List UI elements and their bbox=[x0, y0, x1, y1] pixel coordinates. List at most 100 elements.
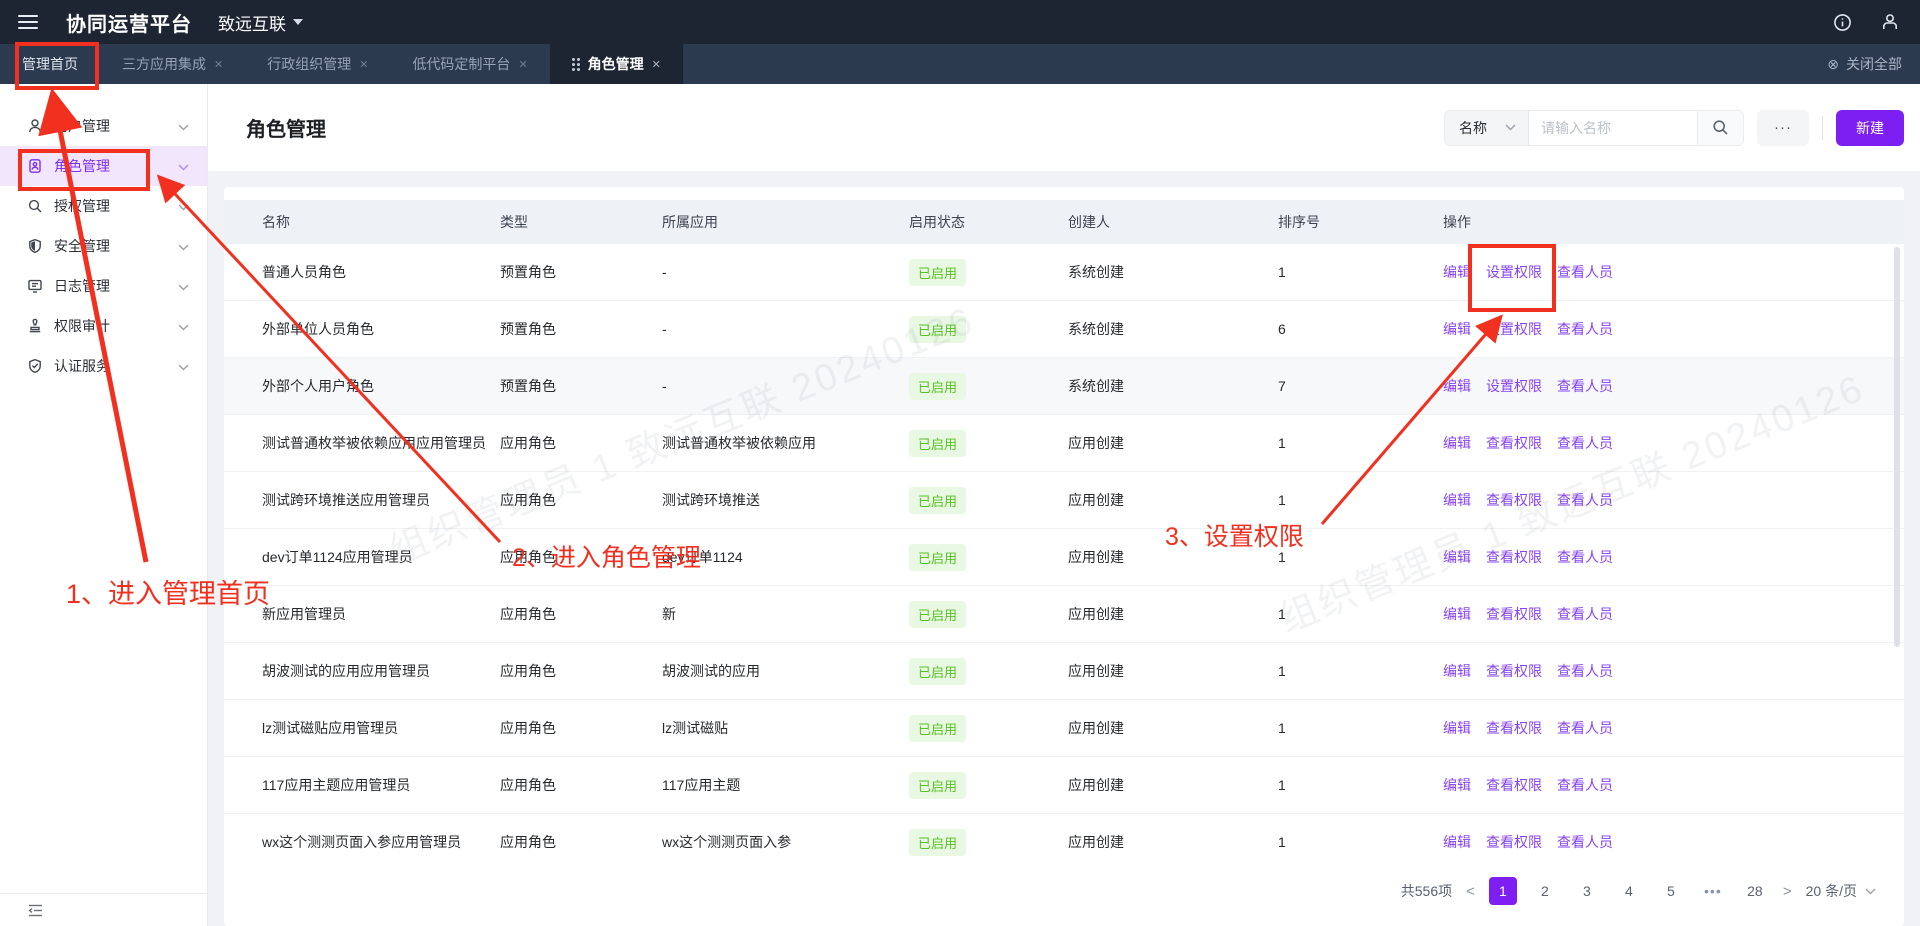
cell-name: 新应用管理员 bbox=[262, 606, 346, 622]
page-button-2[interactable]: 2 bbox=[1540, 883, 1549, 899]
close-tab-icon[interactable]: ✕ bbox=[359, 58, 369, 71]
page-button-4[interactable]: 4 bbox=[1624, 883, 1633, 899]
close-tab-icon[interactable]: ✕ bbox=[651, 58, 661, 71]
action-link-编辑[interactable]: 编辑 bbox=[1443, 606, 1471, 622]
cell-actions: 编辑 查看权限 查看人员 bbox=[1443, 433, 1904, 453]
sidebar-item-日志管理[interactable]: 日志管理 bbox=[0, 266, 207, 306]
page-button-5[interactable]: 5 bbox=[1666, 883, 1675, 899]
top-bar: 协同运营平台 致远互联 bbox=[0, 0, 1920, 44]
action-link-编辑[interactable]: 编辑 bbox=[1443, 435, 1471, 451]
status-badge: 已启用 bbox=[909, 315, 967, 343]
sidebar-item-角色管理[interactable]: 角色管理 bbox=[0, 146, 207, 186]
info-icon[interactable] bbox=[1833, 13, 1852, 32]
main-content: 角色管理 名称 请输入名称 ··· bbox=[208, 84, 1920, 926]
cell-app: 胡波测试的应用 bbox=[662, 663, 760, 679]
tab-行政组织管理[interactable]: 行政组织管理 ✕ bbox=[245, 44, 390, 84]
sidebar-item-权限审计[interactable]: 权限审计 bbox=[0, 306, 207, 346]
column-header-类型: 类型 bbox=[500, 214, 528, 230]
column-header-名称: 名称 bbox=[262, 214, 290, 230]
action-link-编辑[interactable]: 编辑 bbox=[1443, 720, 1471, 736]
action-link-查看权限[interactable]: 查看权限 bbox=[1486, 834, 1542, 850]
chevron-down-icon bbox=[178, 358, 189, 374]
close-tab-icon[interactable]: ✕ bbox=[518, 58, 528, 71]
action-link-查看权限[interactable]: 查看权限 bbox=[1486, 777, 1542, 793]
status-badge: 已启用 bbox=[909, 258, 967, 286]
page-button-1[interactable]: 1 bbox=[1488, 877, 1517, 905]
tab-三方应用集成[interactable]: 三方应用集成 ✕ bbox=[100, 44, 245, 84]
page-size-select[interactable]: 20 条/页 bbox=[1806, 881, 1876, 901]
page-button-28[interactable]: 28 bbox=[1747, 883, 1763, 899]
org-switcher[interactable]: 致远互联 bbox=[218, 10, 303, 35]
action-link-查看人员[interactable]: 查看人员 bbox=[1557, 435, 1613, 451]
sidebar-item-认证服务[interactable]: 认证服务 bbox=[0, 346, 207, 386]
close-tab-icon[interactable]: ✕ bbox=[214, 58, 224, 71]
page-ellipsis: ••• bbox=[1704, 883, 1722, 899]
status-badge: 已启用 bbox=[909, 657, 967, 685]
action-link-设置权限[interactable]: 设置权限 bbox=[1486, 264, 1542, 280]
action-link-编辑[interactable]: 编辑 bbox=[1443, 777, 1471, 793]
create-button[interactable]: 新建 bbox=[1836, 109, 1904, 146]
action-link-查看权限[interactable]: 查看权限 bbox=[1486, 435, 1542, 451]
magnifier-icon bbox=[26, 198, 43, 215]
pagination-total: 共556项 bbox=[1400, 883, 1453, 899]
action-link-查看人员[interactable]: 查看人员 bbox=[1557, 777, 1613, 793]
cell-creator: 应用创建 bbox=[1068, 435, 1124, 451]
action-link-查看人员[interactable]: 查看人员 bbox=[1557, 720, 1613, 736]
tab-角色管理[interactable]: 角色管理 ✕ bbox=[549, 44, 683, 84]
cell-status: 已启用 bbox=[909, 657, 1068, 685]
cell-app: wx这个测测页面入参 bbox=[662, 834, 792, 850]
action-link-编辑[interactable]: 编辑 bbox=[1443, 492, 1471, 508]
status-badge: 已启用 bbox=[909, 486, 967, 514]
sidebar-item-label: 认证服务 bbox=[54, 358, 110, 374]
prev-page-button[interactable]: < bbox=[1466, 882, 1475, 900]
search-button[interactable] bbox=[1697, 110, 1743, 145]
table-row: 测试普通枚举被依赖应用应用管理员 应用角色 测试普通枚举被依赖应用 已启用 应用创建 1 编… bbox=[224, 415, 1904, 472]
column-header-排序号: 排序号 bbox=[1278, 214, 1320, 230]
action-link-查看人员[interactable]: 查看人员 bbox=[1557, 321, 1613, 337]
action-link-查看权限[interactable]: 查看权限 bbox=[1486, 492, 1542, 508]
sidebar-item-安全管理[interactable]: 安全管理 bbox=[0, 226, 207, 266]
action-link-设置权限[interactable]: 设置权限 bbox=[1486, 321, 1542, 337]
cell-status: 已启用 bbox=[909, 315, 1068, 343]
action-link-查看人员[interactable]: 查看人员 bbox=[1557, 663, 1613, 679]
action-link-编辑[interactable]: 编辑 bbox=[1443, 549, 1471, 565]
more-actions-button[interactable]: ··· bbox=[1757, 109, 1809, 146]
cell-status: 已启用 bbox=[909, 258, 1068, 286]
action-link-查看人员[interactable]: 查看人员 bbox=[1557, 549, 1613, 565]
sidebar-item-用户管理[interactable]: 用户管理 bbox=[0, 106, 207, 146]
action-link-查看人员[interactable]: 查看人员 bbox=[1557, 264, 1613, 280]
pagination-bar: 共556项 < 1 2 3 4 5 ••• 28 > 20 条/页 bbox=[224, 856, 1904, 926]
table-row: 外部个人用户角色 预置角色 - 已启用 系统创建 7 编辑 设置权限 查看人员 bbox=[224, 358, 1904, 415]
action-link-查看人员[interactable]: 查看人员 bbox=[1557, 492, 1613, 508]
page-button-3[interactable]: 3 bbox=[1582, 883, 1591, 899]
column-header-所属应用: 所属应用 bbox=[662, 214, 718, 230]
cell-actions: 编辑 查看权限 查看人员 bbox=[1443, 547, 1904, 567]
close-all-tabs-button[interactable]: ⊗ 关闭全部 bbox=[1827, 55, 1902, 73]
tab-低代码定制平台[interactable]: 低代码定制平台 ✕ bbox=[390, 44, 549, 84]
action-link-查看权限[interactable]: 查看权限 bbox=[1486, 549, 1542, 565]
search-input[interactable]: 请输入名称 bbox=[1529, 110, 1697, 145]
sidebar-item-授权管理[interactable]: 授权管理 bbox=[0, 186, 207, 226]
action-link-查看人员[interactable]: 查看人员 bbox=[1557, 834, 1613, 850]
next-page-button[interactable]: > bbox=[1782, 882, 1792, 900]
action-link-查看人员[interactable]: 查看人员 bbox=[1557, 606, 1613, 622]
tab-管理首页[interactable]: 管理首页 bbox=[0, 44, 100, 84]
filter-field-select[interactable]: 名称 bbox=[1445, 110, 1529, 145]
action-link-查看人员[interactable]: 查看人员 bbox=[1557, 378, 1613, 394]
cell-name: wx这个测测页面入参应用管理员 bbox=[262, 834, 462, 850]
collapse-sidebar-icon[interactable] bbox=[28, 904, 43, 917]
user-account-icon[interactable] bbox=[1880, 12, 1900, 32]
action-link-编辑[interactable]: 编辑 bbox=[1443, 264, 1471, 280]
action-link-设置权限[interactable]: 设置权限 bbox=[1486, 378, 1542, 394]
action-link-编辑[interactable]: 编辑 bbox=[1443, 378, 1471, 394]
action-link-编辑[interactable]: 编辑 bbox=[1443, 321, 1471, 337]
cell-creator: 应用创建 bbox=[1068, 663, 1124, 679]
action-link-编辑[interactable]: 编辑 bbox=[1443, 663, 1471, 679]
action-link-编辑[interactable]: 编辑 bbox=[1443, 834, 1471, 850]
vertical-scrollbar[interactable] bbox=[1894, 247, 1900, 647]
action-link-查看权限[interactable]: 查看权限 bbox=[1486, 663, 1542, 679]
column-header-操作: 操作 bbox=[1443, 214, 1471, 230]
menu-hamburger-icon[interactable] bbox=[18, 15, 38, 29]
action-link-查看权限[interactable]: 查看权限 bbox=[1486, 606, 1542, 622]
action-link-查看权限[interactable]: 查看权限 bbox=[1486, 720, 1542, 736]
